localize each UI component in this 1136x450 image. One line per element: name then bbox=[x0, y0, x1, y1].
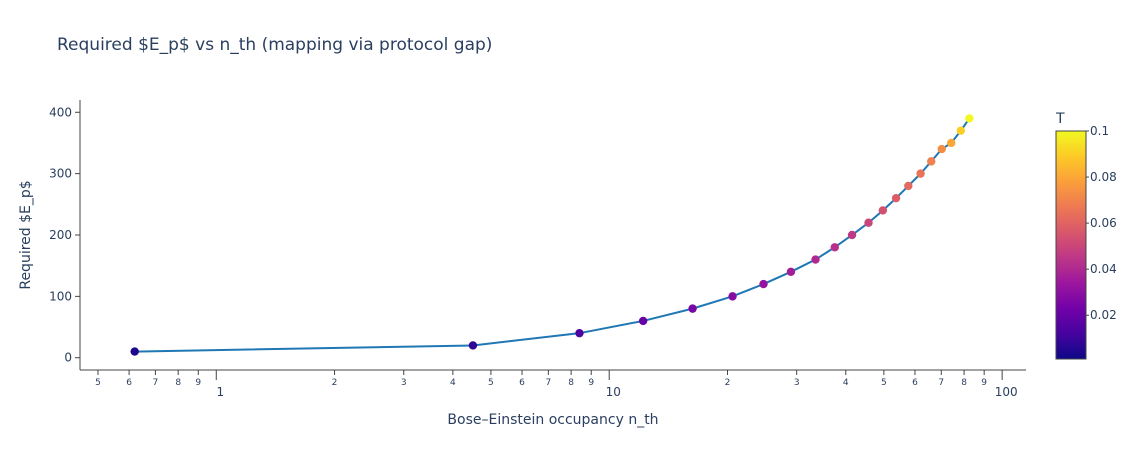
data-point[interactable] bbox=[937, 144, 946, 154]
colorbar-tick-label: 0.02 bbox=[1090, 308, 1117, 322]
y-tick-label: 300 bbox=[49, 167, 72, 181]
x-minor-tick-label: 5 bbox=[95, 378, 101, 388]
data-point[interactable] bbox=[468, 341, 478, 350]
data-point[interactable] bbox=[847, 230, 857, 240]
x-minor-tick-label: 2 bbox=[725, 378, 731, 388]
x-minor-tick-label: 8 bbox=[961, 378, 967, 388]
axes-layer: 0 100 200 300 400 5 6 7 8 9 2 3 4 5 6 7 8 9 2 3 4 5 6 7 8 9 1 10 100 bbox=[49, 100, 1026, 399]
chart-title: Required $E_p$ vs n_th (mapping via prot… bbox=[57, 35, 492, 55]
x-minor-tick-label: 9 bbox=[588, 378, 594, 388]
data-point[interactable] bbox=[916, 169, 925, 178]
y-tick-label: 200 bbox=[49, 228, 72, 242]
x-minor-tick-label: 7 bbox=[938, 378, 944, 388]
colorbar-tick-label: 0.06 bbox=[1090, 216, 1117, 230]
x-axis-title: Bose–Einstein occupancy n_th bbox=[447, 412, 658, 428]
x-minor-tick-label: 4 bbox=[450, 378, 456, 388]
data-point[interactable] bbox=[904, 181, 913, 191]
x-minor-tick-label: 6 bbox=[519, 378, 525, 388]
data-point[interactable] bbox=[956, 126, 966, 135]
colorbar-tick-label: 0.08 bbox=[1090, 170, 1117, 184]
colorbar: T 0.02 0.04 0.06 0.08 0.1 bbox=[1055, 111, 1117, 360]
data-point[interactable] bbox=[864, 218, 873, 227]
x-minor-tick-label: 7 bbox=[153, 378, 159, 388]
x-major-tick-label: 100 bbox=[995, 385, 1018, 399]
x-minor-tick-label: 3 bbox=[401, 378, 407, 388]
x-major-tick-label: 1 bbox=[216, 385, 224, 399]
x-minor-tick-label: 5 bbox=[881, 378, 887, 388]
data-point[interactable] bbox=[878, 206, 888, 215]
data-point[interactable] bbox=[965, 114, 974, 123]
x-major-tick-label: 10 bbox=[606, 385, 621, 399]
x-minor-tick-label: 5 bbox=[488, 378, 494, 388]
colorbar-gradient bbox=[1055, 130, 1087, 360]
data-point[interactable] bbox=[786, 267, 796, 277]
colorbar-tick-label: 0.1 bbox=[1090, 124, 1109, 138]
data-point[interactable] bbox=[688, 304, 697, 313]
x-minor-tick-label: 9 bbox=[981, 378, 987, 388]
data-point[interactable] bbox=[891, 193, 901, 203]
x-minor-tick-label: 6 bbox=[126, 378, 132, 388]
data-point[interactable] bbox=[830, 243, 839, 252]
x-minor-tick-label: 3 bbox=[794, 378, 800, 388]
data-point[interactable] bbox=[947, 138, 956, 148]
colorbar-title: T bbox=[1055, 111, 1065, 127]
x-minor-tick-label: 6 bbox=[912, 378, 918, 388]
series-line bbox=[134, 117, 971, 353]
x-minor-tick-label: 9 bbox=[195, 378, 201, 388]
line-layer bbox=[134, 117, 971, 353]
x-minor-tick-label: 7 bbox=[545, 378, 551, 388]
data-point[interactable] bbox=[575, 328, 584, 338]
data-point[interactable] bbox=[759, 279, 768, 289]
y-tick-label: 0 bbox=[64, 351, 72, 365]
colorbar-tick-label: 0.04 bbox=[1090, 262, 1117, 276]
x-minor-tick-label: 2 bbox=[332, 378, 338, 388]
data-point[interactable] bbox=[130, 347, 139, 356]
data-point[interactable] bbox=[728, 292, 737, 301]
data-point[interactable] bbox=[811, 255, 820, 264]
y-tick-label: 400 bbox=[49, 105, 72, 119]
x-minor-tick-label: 8 bbox=[568, 378, 574, 388]
x-minor-tick-label: 8 bbox=[175, 378, 181, 388]
y-tick-label: 100 bbox=[49, 289, 72, 303]
data-point[interactable] bbox=[927, 157, 936, 166]
points-layer bbox=[130, 114, 974, 356]
data-point[interactable] bbox=[638, 316, 648, 326]
x-minor-tick-label: 4 bbox=[843, 378, 849, 388]
y-axis-title: Required $E_p$ bbox=[18, 180, 34, 289]
